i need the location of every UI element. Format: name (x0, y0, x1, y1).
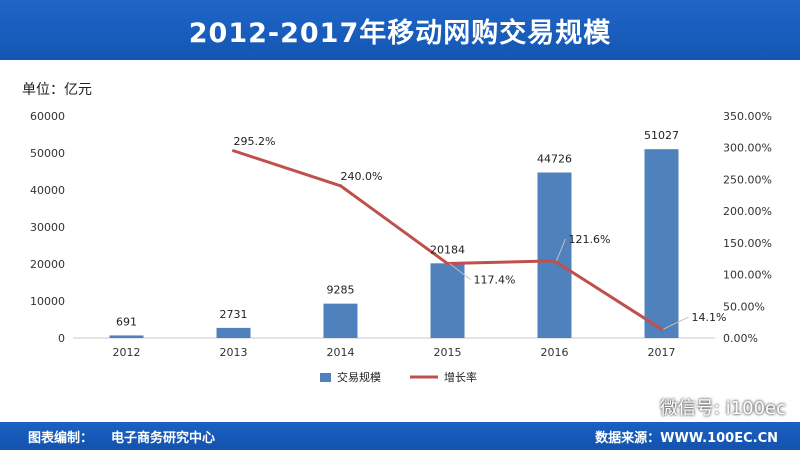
y-left-tick-label: 30000 (30, 221, 65, 234)
footer-banner: 图表编制： 电子商务研究中心 数据来源：WWW.100EC.CN (0, 422, 800, 450)
label-leader-line (556, 238, 566, 262)
chart-axes: 0 10000 20000 30000 40000 50000 60000 0.00% 50.0… (30, 110, 772, 359)
x-tick-label: 2013 (220, 346, 248, 359)
bar-value-label: 691 (116, 315, 137, 328)
bar-value-label: 20184 (430, 243, 465, 256)
y-right-tick-label: 200.00% (723, 205, 772, 218)
credit-label: 图表编制： (28, 431, 94, 446)
x-tick-label: 2017 (648, 346, 676, 359)
wechat-icon (628, 396, 654, 417)
y-right-tick-label: 0.00% (723, 332, 758, 345)
growth-value-label: 14.1% (692, 311, 727, 324)
label-leader-line (449, 263, 471, 280)
bar (109, 335, 144, 338)
credit-value: 电子商务研究中心 (111, 431, 216, 446)
y-right-tick-label: 350.00% (723, 110, 772, 123)
bar-value-label: 51027 (644, 129, 679, 142)
chart: 单位：亿元 0 10000 20000 30000 40000 50000 60000 0.0… (22, 82, 772, 384)
bar-value-label: 44726 (537, 153, 572, 166)
line-point (446, 262, 449, 266)
y-left-tick-label: 50000 (30, 147, 65, 160)
data-labels: 691 2731 9285 20184 44726 51027 295.2% 240.0% 11… (116, 129, 727, 330)
y-right-tick-label: 100.00% (723, 269, 772, 282)
bar (430, 263, 465, 338)
x-tick-label: 2012 (113, 346, 141, 359)
footer-credit: 图表编制： 电子商务研究中心 (28, 427, 215, 446)
unit-label: 单位：亿元 (22, 82, 92, 98)
bar (216, 327, 251, 338)
bar (537, 172, 572, 338)
label-leader-line (663, 316, 689, 330)
x-tick-label: 2014 (327, 346, 355, 359)
bar-value-label: 9285 (327, 284, 355, 297)
y-right-tick-label: 50.00% (723, 300, 765, 313)
line-series (232, 149, 663, 331)
growth-value-label: 117.4% (474, 274, 516, 287)
bar-series (109, 149, 679, 338)
y-left-tick-label: 0 (58, 332, 65, 345)
line-point (232, 149, 235, 153)
x-tick-label: 2015 (434, 346, 462, 359)
y-left-tick-label: 10000 (30, 295, 65, 308)
header-banner: 2012-2017年移动网购交易规模 (0, 0, 800, 60)
bar-value-label: 2731 (220, 308, 248, 321)
y-right-tick-label: 150.00% (723, 237, 772, 250)
wechat-watermark: 微信号: i100ec (628, 394, 786, 420)
y-left-tick-label: 40000 (30, 184, 65, 197)
line-point (660, 327, 663, 331)
legend-label-bar: 交易规模 (337, 370, 381, 384)
y-right-tick-label: 250.00% (723, 173, 772, 186)
wechat-id-text: 微信号: i100ec (659, 398, 786, 419)
bar (323, 303, 358, 338)
legend-label-line: 增长率 (444, 370, 477, 384)
line-point (339, 184, 342, 188)
footer-source: 数据来源：WWW.100EC.CN (595, 431, 778, 446)
x-tick-label: 2016 (541, 346, 569, 359)
y-right-tick-label: 300.00% (723, 142, 772, 155)
legend: 交易规模 增长率 (320, 370, 477, 384)
page-title: 2012-2017年移动网购交易规模 (188, 17, 612, 49)
bar (644, 149, 679, 338)
y-left-tick-label: 20000 (30, 258, 65, 271)
growth-value-label: 240.0% (341, 170, 383, 183)
growth-value-label: 295.2% (234, 135, 276, 148)
y-left-tick-label: 60000 (30, 110, 65, 123)
line-point (553, 259, 556, 263)
legend-swatch-bar (320, 373, 331, 382)
growth-value-label: 121.6% (569, 233, 611, 246)
